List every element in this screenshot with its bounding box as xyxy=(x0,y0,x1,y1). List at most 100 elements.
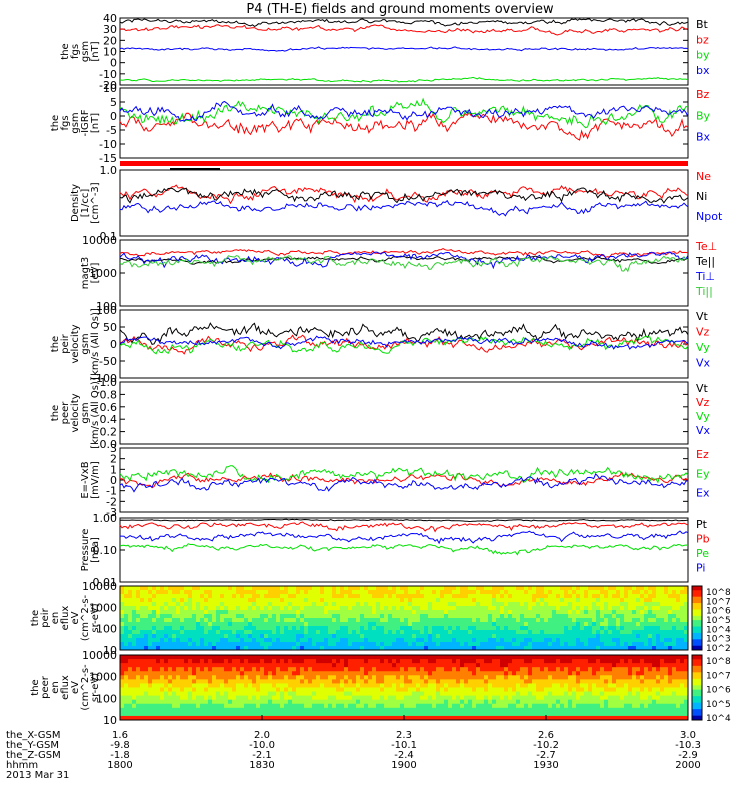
heatmap-cell xyxy=(388,610,393,615)
heatmap-cell xyxy=(340,687,345,693)
heatmap-cell xyxy=(412,655,417,660)
heatmap-cell xyxy=(328,695,333,701)
heatmap-cell xyxy=(552,618,557,623)
heatmap-cell xyxy=(384,667,389,672)
heatmap-cell xyxy=(264,634,269,639)
heatmap-cell xyxy=(472,675,477,680)
heatmap-cell xyxy=(616,602,621,607)
heatmap-cell xyxy=(196,602,201,607)
heatmap-cell xyxy=(356,663,361,668)
heatmap-cell xyxy=(336,715,341,721)
heatmap-cell xyxy=(244,602,249,607)
heatmap-cell xyxy=(148,586,153,591)
heatmap-cell xyxy=(172,594,177,599)
heatmap-cell xyxy=(340,699,345,705)
heatmap-cell xyxy=(364,675,369,680)
colorbar-cell xyxy=(692,615,702,619)
heatmap-cell xyxy=(360,711,365,717)
heatmap-cell xyxy=(180,622,185,627)
heatmap-cell xyxy=(140,642,145,647)
heatmap-cell xyxy=(624,626,629,631)
heatmap-cell xyxy=(396,691,401,697)
y-axis-label: [1/cc] xyxy=(80,189,91,218)
heatmap-cell xyxy=(480,687,485,693)
heatmap-cell xyxy=(248,691,253,697)
heatmap-cell xyxy=(364,687,369,693)
heatmap-cell xyxy=(504,598,509,603)
heatmap-cell xyxy=(164,659,169,664)
heatmap-cell xyxy=(644,622,649,627)
x-tick-label: 1830 xyxy=(249,760,274,771)
heatmap-cell xyxy=(576,606,581,611)
heatmap-cell xyxy=(228,598,233,603)
heatmap-cell xyxy=(348,675,353,680)
colorbar-tick-label: 10^6 xyxy=(706,607,731,617)
heatmap-cell xyxy=(524,642,529,647)
heatmap-cell xyxy=(584,711,589,717)
heatmap-cell xyxy=(440,634,445,639)
heatmap-cell xyxy=(496,655,501,660)
heatmap-cell xyxy=(232,606,237,611)
heatmap-cell xyxy=(352,614,357,619)
heatmap-cell xyxy=(624,614,629,619)
heatmap-cell xyxy=(408,659,413,664)
heatmap-cell xyxy=(300,642,305,647)
heatmap-cell xyxy=(340,715,345,721)
heatmap-cell xyxy=(160,610,165,615)
heatmap-cell xyxy=(544,602,549,607)
heatmap-cell xyxy=(512,655,517,660)
heatmap-cell xyxy=(352,618,357,623)
heatmap-cell xyxy=(436,638,441,643)
heatmap-cell xyxy=(440,638,445,643)
heatmap-cell xyxy=(236,675,241,680)
x-row-label: the_Y-GSM xyxy=(6,740,59,751)
heatmap-cell xyxy=(128,642,133,647)
heatmap-cell xyxy=(532,642,537,647)
heatmap-cell xyxy=(568,626,573,631)
heatmap-cell xyxy=(520,671,525,676)
heatmap-cell xyxy=(568,586,573,591)
heatmap-cell xyxy=(684,691,689,697)
heatmap-cell xyxy=(308,683,313,688)
heatmap-cell xyxy=(472,667,477,672)
heatmap-cell xyxy=(436,626,441,631)
heatmap-cell xyxy=(604,711,609,717)
heatmap-cell xyxy=(564,691,569,697)
heatmap-cell xyxy=(312,671,317,676)
heatmap-cell xyxy=(136,667,141,672)
heatmap-cell xyxy=(396,703,401,709)
heatmap-cell xyxy=(520,667,525,672)
heatmap-cell xyxy=(464,602,469,607)
series-line-Npot xyxy=(119,199,689,217)
heatmap-cell xyxy=(504,683,509,688)
heatmap-cell xyxy=(468,594,473,599)
y-tick-label: -50 xyxy=(99,355,117,368)
figure-title: P4 (TH-E) fields and ground moments over… xyxy=(246,2,554,17)
heatmap-cell xyxy=(616,679,621,684)
heatmap-cell xyxy=(584,602,589,607)
heatmap-cell xyxy=(648,602,653,607)
heatmap-cell xyxy=(188,687,193,693)
colorbar-cell xyxy=(692,711,702,714)
heatmap-cell xyxy=(548,687,553,693)
heatmap-cell xyxy=(604,642,609,647)
heatmap-cell xyxy=(504,667,509,672)
heatmap-cell xyxy=(572,691,577,697)
heatmap-cell xyxy=(156,691,161,697)
heatmap-cell xyxy=(472,703,477,709)
x-tick-label: -10.3 xyxy=(675,740,701,751)
heatmap-cell xyxy=(512,614,517,619)
heatmap-cell xyxy=(656,638,661,643)
heatmap-cell xyxy=(520,634,525,639)
heatmap-cell xyxy=(484,590,489,595)
heatmap-cell xyxy=(684,667,689,672)
heatmap-cell xyxy=(224,626,229,631)
heatmap-cell xyxy=(528,638,533,643)
heatmap-cell xyxy=(504,602,509,607)
heatmap-cell xyxy=(684,590,689,595)
heatmap-cell xyxy=(356,675,361,680)
heatmap-cell xyxy=(376,707,381,713)
heatmap-cell xyxy=(400,590,405,595)
heatmap-cell xyxy=(160,711,165,717)
